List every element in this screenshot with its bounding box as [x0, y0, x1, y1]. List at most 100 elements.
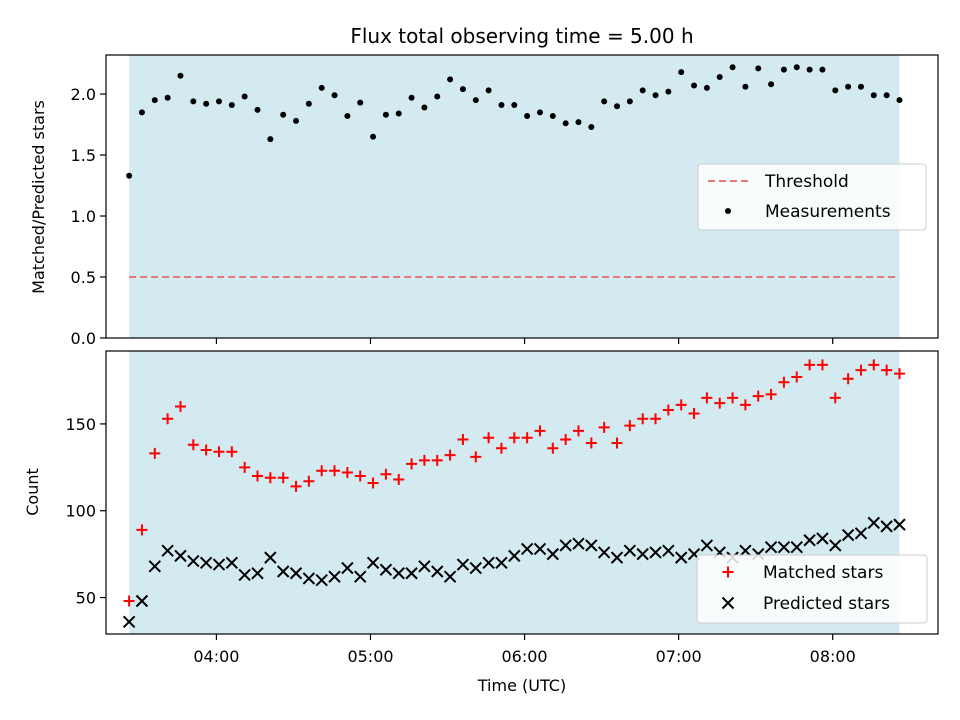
matched-star-point	[521, 432, 533, 444]
y-tick-label: 50	[76, 589, 96, 608]
chart-title: Flux total observing time = 5.00 h	[350, 24, 693, 48]
predicted-star-point	[533, 542, 547, 556]
measurement-point	[665, 88, 672, 95]
predicted-star-point	[199, 556, 213, 570]
predicted-star-point	[841, 528, 855, 542]
y-tick-label: 150	[65, 415, 96, 434]
measurement-point	[832, 87, 839, 94]
matched-star-point	[418, 454, 430, 466]
matched-star-point	[778, 376, 790, 388]
predicted-star-point	[777, 540, 791, 554]
measurement-point	[126, 172, 133, 179]
measurement-point	[305, 100, 312, 107]
matched-star-point	[675, 399, 687, 411]
x-tick-label: 07:00	[656, 647, 702, 666]
predicted-star-point	[174, 549, 187, 563]
legend-measurement-label: Measurements	[765, 202, 891, 222]
matched-star-point	[547, 442, 559, 454]
measurement-point	[151, 97, 158, 104]
measurement-point	[254, 106, 261, 113]
measurement-point	[370, 133, 377, 140]
measurement-point	[588, 123, 595, 130]
predicted-star-point	[610, 551, 624, 564]
predicted-star-point	[623, 544, 637, 557]
predicted-star-point	[867, 516, 881, 530]
measurement-point	[485, 87, 492, 94]
measurement-point	[716, 73, 723, 80]
predicted-star-point	[276, 565, 290, 578]
measurement-point	[870, 92, 877, 99]
matched-star-point	[842, 373, 854, 385]
measurement-point	[729, 64, 736, 71]
predicted-star-point	[597, 546, 611, 559]
matched-star-point	[162, 413, 174, 425]
matched-star-point	[123, 595, 135, 607]
measurement-point	[614, 103, 621, 110]
measurement-point	[678, 69, 685, 76]
matched-star-point	[303, 475, 315, 487]
legend-box	[696, 554, 928, 624]
predicted-star-point	[829, 539, 842, 552]
predicted-star-point	[764, 540, 778, 554]
matched-star-point	[650, 413, 662, 425]
predicted-star-point	[302, 572, 316, 585]
matched-star-point	[701, 392, 713, 404]
matched-star-point	[457, 434, 469, 446]
legend-box	[697, 163, 927, 231]
x-tick-label: 08:00	[810, 647, 856, 666]
measurement-point	[703, 84, 710, 91]
measurement-point	[382, 111, 389, 118]
x-tick-label: 06:00	[502, 647, 548, 666]
x-axis-label: Time (UTC)	[477, 676, 566, 695]
x-tick-label: 04:00	[193, 647, 239, 666]
predicted-star-point	[289, 567, 303, 580]
bottom-panel: 50 100 150 04:00 05:00 06:00 07:00 08:00 Matched…	[65, 350, 939, 666]
matched-star-point	[752, 390, 764, 402]
matched-star-point	[804, 359, 816, 371]
matched-star-point	[662, 404, 674, 416]
measurement-point	[575, 119, 582, 126]
predicted-star-point	[893, 518, 906, 531]
measurement-point	[280, 111, 287, 118]
measurement-point	[472, 97, 479, 104]
predicted-star-point	[225, 556, 239, 570]
matched-star-point	[341, 467, 353, 479]
predicted-star-point	[264, 551, 277, 564]
predicted-star-point	[508, 549, 521, 563]
predicted-star-point	[379, 563, 393, 576]
measurement-point	[549, 112, 556, 119]
measurement-point	[857, 83, 864, 90]
matched-star-point	[393, 473, 405, 485]
matched-star-point	[187, 439, 199, 451]
predicted-star-point	[585, 539, 598, 552]
legend-matched-swatch	[722, 566, 734, 578]
predicted-star-point	[187, 554, 200, 568]
predicted-star-point	[135, 594, 149, 608]
legend-matched-label: Matched stars	[763, 563, 883, 583]
measurement-point	[511, 102, 518, 109]
matched-star-point	[136, 524, 148, 536]
measurement-point	[357, 99, 364, 106]
matched-star-point	[855, 364, 867, 376]
measurement-point	[601, 98, 608, 105]
legend-measurement-swatch	[725, 208, 731, 214]
y-tick-label: 0.5	[71, 268, 96, 287]
matched-star-point	[881, 364, 893, 376]
matched-star-point	[868, 359, 880, 371]
legend-threshold-label: Threshold	[764, 172, 849, 192]
matched-star-point	[560, 434, 572, 446]
predicted-star-point	[161, 544, 174, 557]
bottom-legend: Matched stars Predicted stars	[696, 554, 928, 624]
predicted-star-point	[366, 556, 380, 570]
predicted-star-point	[212, 558, 226, 571]
matched-star-point	[213, 446, 225, 458]
top-axes-frame	[105, 54, 939, 339]
measurement-point	[883, 92, 890, 99]
matched-star-point	[727, 392, 739, 404]
predicted-star-point	[636, 547, 649, 561]
measurement-point	[845, 83, 852, 90]
measurement-point	[190, 98, 197, 105]
measurement-point	[408, 94, 415, 101]
predicted-star-point	[341, 561, 354, 575]
measurement-point	[215, 98, 222, 105]
